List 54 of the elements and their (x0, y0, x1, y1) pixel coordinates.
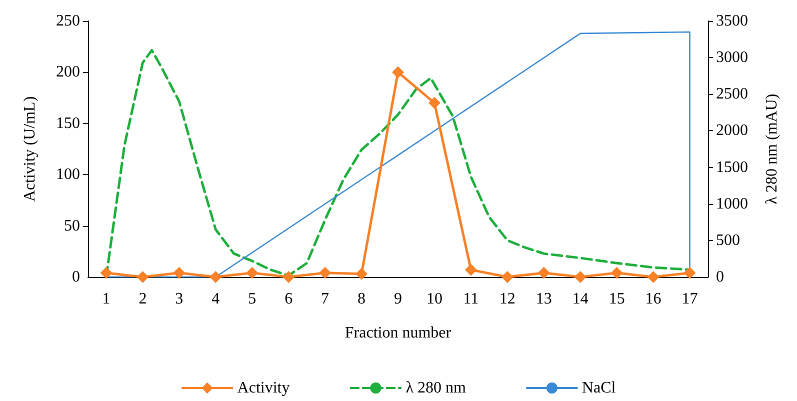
y-tick-label: 250 (56, 12, 80, 30)
y2-tick-label: 1000 (716, 195, 748, 212)
point (428, 96, 440, 109)
x-tick-label: 7 (321, 290, 330, 308)
point (464, 264, 477, 276)
point (684, 266, 696, 279)
x-tick-label: 5 (248, 290, 256, 308)
y2-tick-label: 1500 (716, 158, 748, 176)
y2-tick-label: 3500 (716, 12, 748, 30)
y-tick-label: 100 (56, 166, 80, 184)
y2-tick-label: 3000 (716, 49, 748, 66)
x-tick-label: 15 (608, 290, 625, 308)
point (246, 266, 258, 279)
point (647, 271, 660, 283)
point (319, 266, 332, 279)
y-tick-label: 200 (56, 64, 80, 81)
legend-label: Activity (237, 380, 290, 396)
point (538, 266, 550, 279)
y2-tick-label: 2000 (716, 122, 748, 140)
point (282, 271, 295, 283)
x-tick-label: 16 (645, 290, 662, 308)
legend-label: λ 280 nm (406, 380, 466, 396)
legend-label: NaCl (582, 380, 616, 396)
x-axis-title: Fraction number (344, 324, 452, 342)
x-tick-label: 10 (426, 290, 442, 308)
point (210, 271, 222, 283)
y-tick-label: 50 (64, 217, 80, 234)
x-tick-label: 9 (394, 290, 402, 308)
y-tick-label: 150 (56, 114, 80, 132)
y2-axis-title: λ 280 nm (mAU) (764, 94, 780, 204)
x-tick-label: 17 (682, 290, 698, 308)
x-tick-label: 2 (138, 290, 147, 308)
x-tick-label: 3 (175, 290, 184, 308)
x-tick-label: 6 (284, 290, 293, 308)
x-tick-label: 8 (358, 290, 366, 308)
x-tick-label: 13 (536, 290, 552, 308)
point (136, 271, 149, 283)
y2-tick-label: 0 (716, 268, 724, 286)
x-tick-label: 1 (102, 290, 110, 308)
point (356, 268, 368, 280)
y-axis-title: Activity (U/mL) (22, 96, 38, 202)
y-tick-label: 0 (72, 268, 80, 286)
x-tick-label: 12 (499, 290, 516, 308)
point (392, 66, 404, 78)
point (610, 266, 623, 279)
y2-tick-label: 2500 (716, 86, 748, 103)
point (100, 266, 112, 279)
x-tick-label: 14 (572, 290, 588, 308)
point (173, 266, 186, 279)
x-tick-label: 4 (212, 290, 220, 308)
point (574, 271, 586, 283)
y2-tick-label: 500 (716, 232, 740, 249)
point (501, 271, 514, 283)
x-tick-label: 11 (463, 290, 479, 308)
